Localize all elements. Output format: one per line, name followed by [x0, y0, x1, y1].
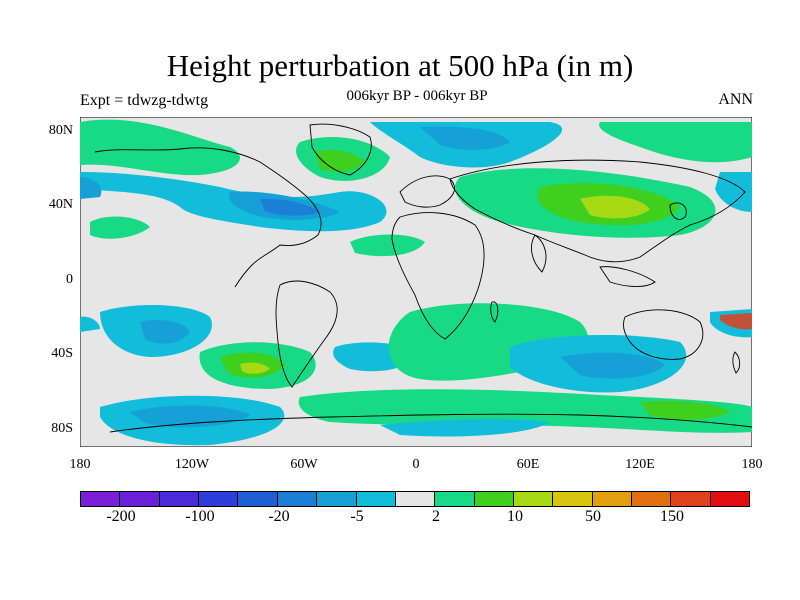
- negative-region-west-edge: [80, 177, 102, 199]
- colorbar-label--20: -20: [268, 508, 290, 525]
- coast-south-america: [275, 280, 338, 388]
- positive-region-arctic-core: [315, 150, 365, 173]
- chart-subtitle: 006kyr BP - 006kyr BP: [346, 88, 488, 104]
- colorbar-swatch-0: [81, 492, 121, 506]
- coast-europe: [399, 175, 455, 208]
- coast-north-america: [94, 147, 322, 288]
- negative-region-south-east-core: [720, 313, 752, 330]
- positive-region-west: [90, 216, 150, 239]
- coast-india: [531, 234, 547, 273]
- negative-region-south-west: [80, 316, 100, 332]
- positive-region-atlantic: [350, 234, 425, 257]
- coast-japan: [669, 202, 687, 220]
- positive-region-south-america-core: [240, 362, 270, 374]
- colorbar-swatch-15: [671, 492, 711, 506]
- coast-madagascar: [490, 301, 499, 323]
- coast-antarctica: [109, 413, 752, 433]
- negative-region-arctic-east-core: [420, 126, 510, 150]
- colorbar-swatch-8: [395, 492, 436, 506]
- coast-greenland: [309, 123, 372, 176]
- lat-label-0: 0: [66, 272, 73, 287]
- experiment-label: Expt = tdwzg-tdwtg: [80, 92, 209, 109]
- lon-label-60e: 60E: [516, 457, 540, 472]
- lon-label-120w: 120W: [174, 457, 210, 472]
- map-panel: [80, 117, 752, 447]
- coast-new-zealand: [732, 351, 741, 374]
- colorbar-label-10: 10: [507, 508, 523, 525]
- colorbar: [80, 491, 750, 507]
- colorbar-label--100: -100: [185, 508, 215, 525]
- lat-label-80s: 80S: [51, 421, 73, 436]
- negative-region-antarctic: [380, 419, 550, 437]
- colorbar-swatch-12: [553, 492, 593, 506]
- colorbar-label-50: 50: [585, 508, 601, 525]
- colorbar-swatch-10: [474, 492, 514, 506]
- negative-region-north-america-core: [260, 198, 320, 216]
- colorbar-swatch-4: [238, 492, 278, 506]
- colorbar-swatch-7: [356, 492, 396, 506]
- colorbar-label-150: 150: [660, 508, 684, 525]
- positive-region-asia-core: [580, 195, 650, 219]
- colorbar-swatch-14: [632, 492, 672, 506]
- colorbar-swatch-2: [159, 492, 200, 506]
- lat-label-80n: 80N: [48, 123, 73, 138]
- positive-region-north-east: [599, 122, 752, 163]
- colorbar-swatch-16: [710, 492, 750, 506]
- coast-asia: [449, 159, 746, 263]
- colorbar-swatch-9: [435, 492, 475, 506]
- coast-southeast-asia: [599, 266, 656, 287]
- positive-region-north-pacific: [80, 119, 240, 176]
- colorbar-swatch-11: [513, 492, 554, 506]
- colorbar-swatch-1: [120, 492, 160, 506]
- chart-title: Height perturbation at 500 hPa (in m): [166, 48, 634, 83]
- lon-label-0: 0: [412, 457, 420, 472]
- positive-region-southern-ocean-core: [640, 401, 730, 420]
- colorbar-swatch-6: [317, 492, 357, 506]
- negative-region-north-pacific-east: [715, 172, 752, 212]
- coast-australia: [622, 309, 704, 360]
- negative-region-south-pacific-core: [140, 320, 190, 344]
- coastlines: [94, 123, 752, 433]
- colorbar-label-2: 2: [432, 508, 440, 525]
- coast-africa: [391, 212, 485, 340]
- colorbar-swatch-13: [592, 492, 633, 506]
- negative-region-indian-core: [560, 352, 665, 379]
- colorbar-label--200: -200: [106, 508, 136, 525]
- colorbar-swatch-3: [199, 492, 239, 506]
- lat-label-40s: 40S: [51, 346, 73, 361]
- colorbar-label--5: -5: [350, 508, 364, 525]
- lon-label-180-east: 180: [741, 457, 763, 472]
- lat-label-40n: 40N: [48, 197, 73, 212]
- season-label: ANN: [718, 91, 753, 108]
- lon-label-60w: 60W: [290, 457, 318, 472]
- positive-region-southern-ocean: [298, 389, 752, 433]
- lon-label-180-west: 180: [69, 457, 91, 472]
- lon-label-120e: 120E: [625, 457, 655, 472]
- colorbar-swatch-5: [277, 492, 318, 506]
